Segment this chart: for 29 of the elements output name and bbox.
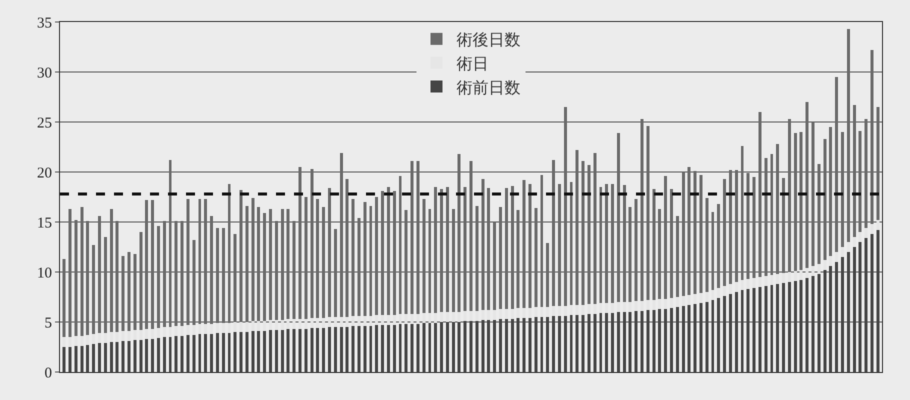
y-tick-label: 20 bbox=[37, 165, 52, 182]
bar bbox=[876, 107, 880, 220]
y-tick-label: 0 bbox=[44, 365, 52, 382]
bar bbox=[334, 327, 337, 372]
bar bbox=[334, 229, 337, 317]
bar bbox=[835, 252, 838, 262]
bar bbox=[62, 337, 66, 347]
bar bbox=[852, 237, 856, 247]
y-tick-label: 35 bbox=[37, 15, 52, 32]
bar bbox=[852, 247, 856, 372]
legend-label: 術後日数 bbox=[456, 30, 520, 50]
bar bbox=[328, 317, 331, 327]
bar bbox=[852, 105, 856, 237]
bar bbox=[328, 188, 331, 317]
y-tick-label: 10 bbox=[37, 265, 52, 282]
bar bbox=[876, 220, 880, 230]
legend-label: 術日 bbox=[456, 54, 488, 73]
y-tick-label: 15 bbox=[37, 215, 52, 232]
bar bbox=[876, 230, 880, 372]
bar bbox=[328, 327, 331, 372]
bar bbox=[835, 262, 838, 372]
y-tick-label: 25 bbox=[37, 115, 52, 132]
bar bbox=[334, 317, 337, 327]
y-tick-label: 5 bbox=[44, 315, 52, 332]
bar bbox=[62, 259, 66, 337]
bar bbox=[62, 347, 66, 372]
legend-label: 術前日数 bbox=[456, 78, 520, 97]
y-tick-label: 30 bbox=[37, 65, 52, 82]
bar bbox=[835, 77, 838, 252]
